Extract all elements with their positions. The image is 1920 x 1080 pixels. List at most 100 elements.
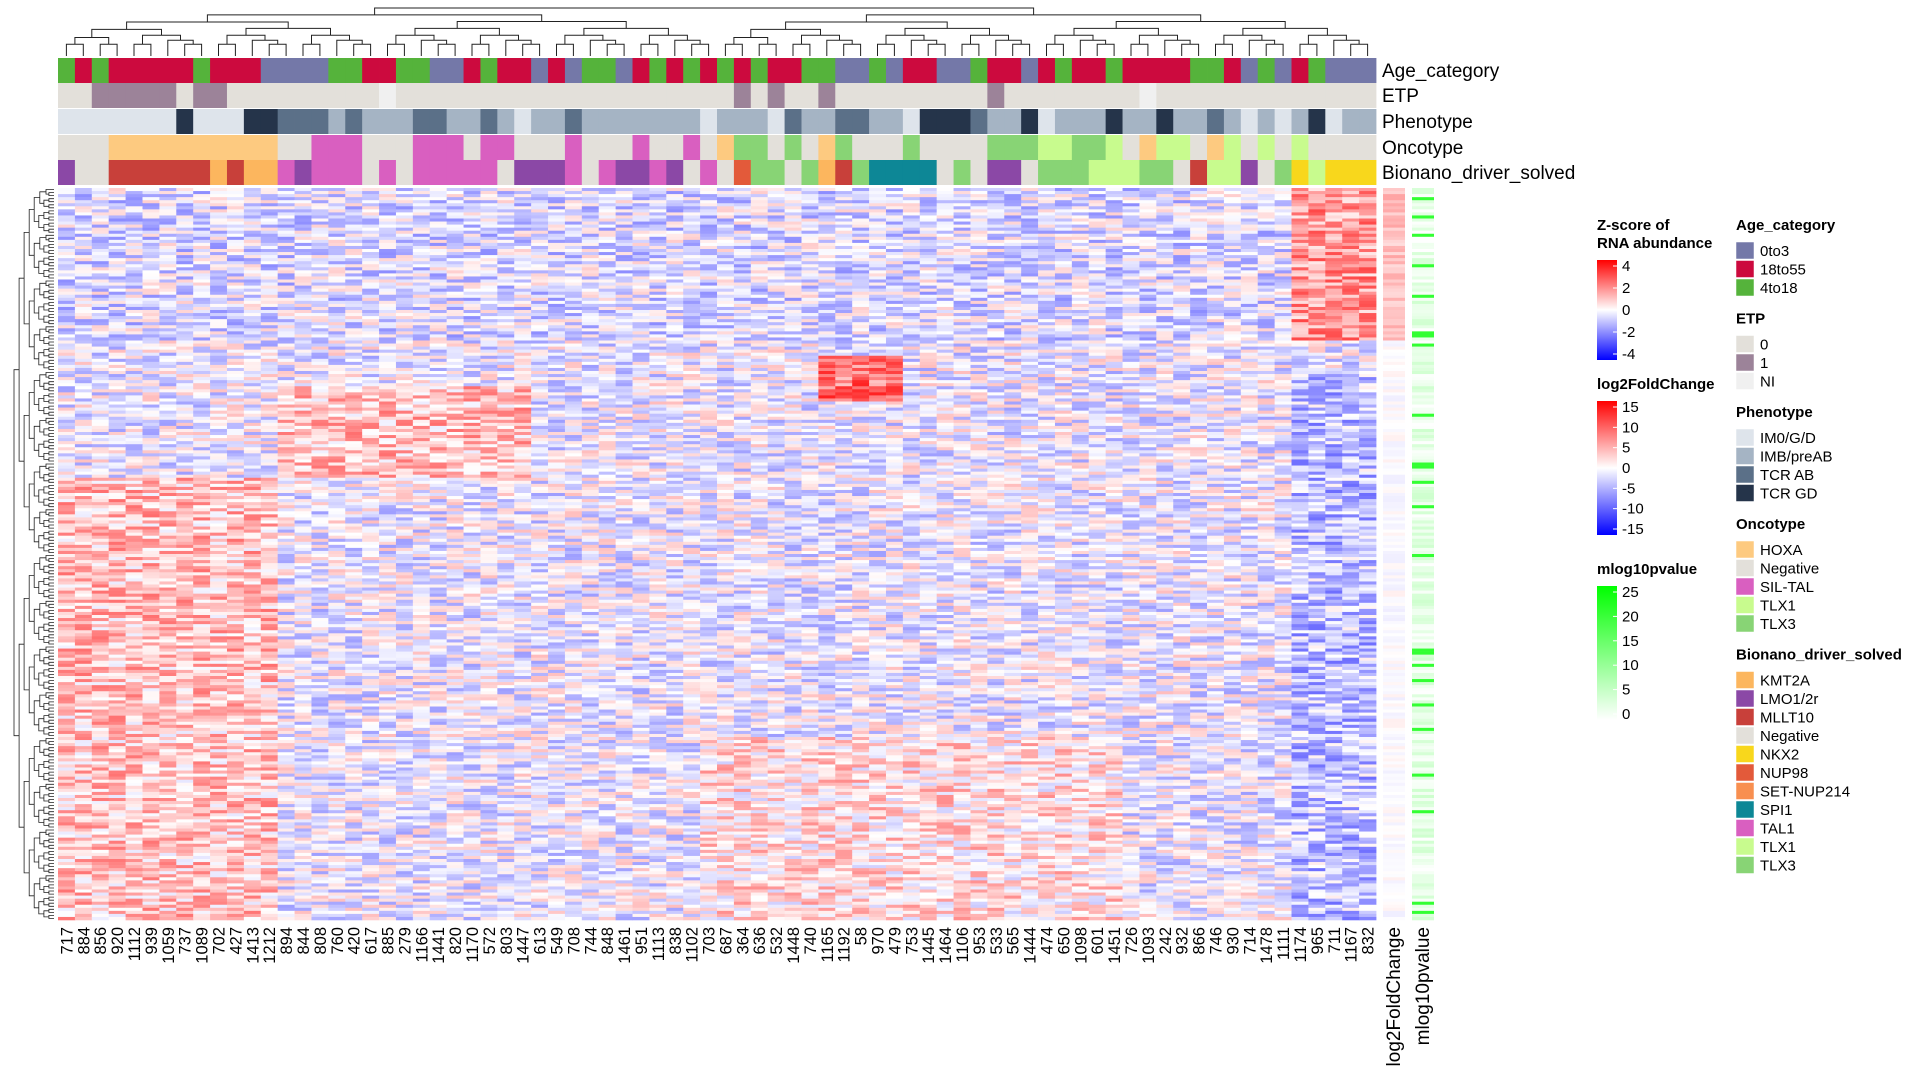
heatmap-cell bbox=[142, 313, 160, 317]
heatmap-cell bbox=[885, 242, 904, 247]
heatmap-cell bbox=[1359, 239, 1377, 244]
heatmap-cell bbox=[919, 258, 938, 262]
heatmap-cell bbox=[345, 188, 363, 192]
heatmap-cell bbox=[1207, 218, 1225, 222]
heatmap-cell bbox=[58, 215, 76, 219]
dendrogram-branch bbox=[28, 575, 35, 622]
heatmap-cell bbox=[649, 282, 667, 286]
heatmap-cell bbox=[1359, 188, 1377, 192]
heatmap-cell bbox=[1291, 316, 1309, 320]
heatmap-cell bbox=[1342, 233, 1360, 238]
heatmap-cell bbox=[446, 325, 464, 329]
heatmap-cell bbox=[1156, 239, 1174, 244]
heatmap-cell bbox=[446, 273, 464, 277]
heatmap-cell bbox=[615, 194, 633, 198]
heatmap-cell bbox=[869, 264, 887, 268]
heatmap-cell bbox=[1240, 279, 1259, 283]
heatmap-cell bbox=[531, 264, 549, 268]
heatmap-cell bbox=[869, 218, 887, 222]
heatmap-cell bbox=[1342, 200, 1360, 204]
heatmap-cell bbox=[1139, 340, 1157, 344]
heatmap-cell bbox=[1207, 197, 1225, 201]
annotation-cell bbox=[1190, 160, 1208, 185]
heatmap-cell bbox=[1173, 282, 1191, 286]
heatmap-cell bbox=[1139, 230, 1157, 235]
heatmap-cell bbox=[345, 294, 363, 299]
heatmap-cell bbox=[412, 188, 431, 192]
heatmap-cell bbox=[1240, 285, 1259, 289]
heatmap-cell bbox=[548, 209, 566, 213]
annotation-cell bbox=[1038, 109, 1056, 134]
heatmap-cell bbox=[497, 282, 515, 286]
heatmap-cell bbox=[869, 221, 887, 225]
heatmap-cell bbox=[159, 340, 177, 344]
heatmap-cell bbox=[480, 197, 498, 201]
heatmap-cell bbox=[936, 239, 954, 244]
heatmap-cell bbox=[548, 294, 566, 299]
heatmap-cell bbox=[1291, 288, 1309, 292]
heatmap-cell bbox=[750, 206, 769, 210]
annotation-cell bbox=[362, 160, 380, 185]
heatmap-cell bbox=[1054, 264, 1073, 268]
heatmap-cell bbox=[1274, 224, 1292, 228]
heatmap-cell bbox=[159, 279, 177, 283]
heatmap-cell bbox=[1038, 334, 1056, 338]
heatmap-cell bbox=[108, 282, 126, 286]
heatmap-cell bbox=[1223, 303, 1242, 308]
heatmap-cell bbox=[615, 249, 633, 253]
heatmap-cell bbox=[412, 233, 431, 238]
heatmap-cell bbox=[852, 236, 870, 241]
heatmap-cell bbox=[1038, 279, 1056, 283]
heatmap-cell bbox=[497, 270, 515, 274]
heatmap-cell bbox=[733, 191, 752, 195]
heatmap-cell bbox=[970, 233, 988, 238]
heatmap-cell bbox=[514, 279, 532, 283]
dendrogram-branch bbox=[48, 622, 54, 627]
heatmap-cell bbox=[801, 200, 819, 204]
dendrogram-branch bbox=[43, 245, 49, 253]
heatmap-cell bbox=[598, 227, 617, 231]
heatmap-cell bbox=[463, 242, 481, 247]
annotation-cell bbox=[277, 83, 295, 108]
heatmap-cell bbox=[869, 300, 887, 305]
heatmap-cell bbox=[243, 340, 262, 344]
heatmap-cell bbox=[1122, 191, 1140, 195]
heatmap-cell bbox=[1054, 291, 1073, 296]
heatmap-cell bbox=[750, 282, 769, 286]
annotation-cell bbox=[885, 58, 904, 83]
heatmap-cell bbox=[1071, 191, 1090, 195]
heatmap-cell bbox=[1004, 242, 1022, 247]
heatmap-cell bbox=[1156, 334, 1174, 338]
dendrogram-branch bbox=[43, 910, 49, 918]
heatmap-cell bbox=[936, 276, 954, 280]
dendrogram-branch bbox=[48, 896, 54, 901]
heatmap-cell bbox=[1223, 233, 1242, 238]
dendrogram-branch bbox=[1073, 27, 1159, 36]
heatmap-cell bbox=[801, 340, 819, 344]
heatmap-cell bbox=[429, 206, 448, 210]
annotation-cell bbox=[970, 135, 988, 160]
heatmap-cell bbox=[767, 297, 785, 302]
heatmap-cell bbox=[548, 334, 566, 338]
heatmap-cell bbox=[1207, 340, 1225, 344]
heatmap-cell bbox=[581, 242, 600, 247]
heatmap-cell bbox=[632, 291, 650, 296]
heatmap-cell bbox=[260, 194, 279, 198]
heatmap-cell bbox=[733, 322, 752, 326]
heatmap-cell bbox=[1071, 310, 1090, 314]
heatmap-cell bbox=[1207, 261, 1225, 265]
heatmap-cell bbox=[818, 206, 836, 210]
heatmap-cell bbox=[514, 212, 532, 216]
heatmap-cell bbox=[429, 300, 448, 305]
heatmap-cell bbox=[700, 288, 718, 292]
heatmap-cell bbox=[632, 337, 650, 341]
heatmap-cell bbox=[142, 331, 160, 335]
heatmap-cell bbox=[74, 203, 93, 207]
annotation-cell bbox=[632, 58, 650, 83]
heatmap-cell bbox=[564, 215, 583, 219]
heatmap-cell bbox=[818, 264, 836, 268]
heatmap-cell bbox=[1257, 258, 1276, 262]
heatmap-cell bbox=[666, 300, 684, 305]
heatmap-cell bbox=[412, 297, 431, 302]
heatmap-cell bbox=[514, 294, 532, 299]
